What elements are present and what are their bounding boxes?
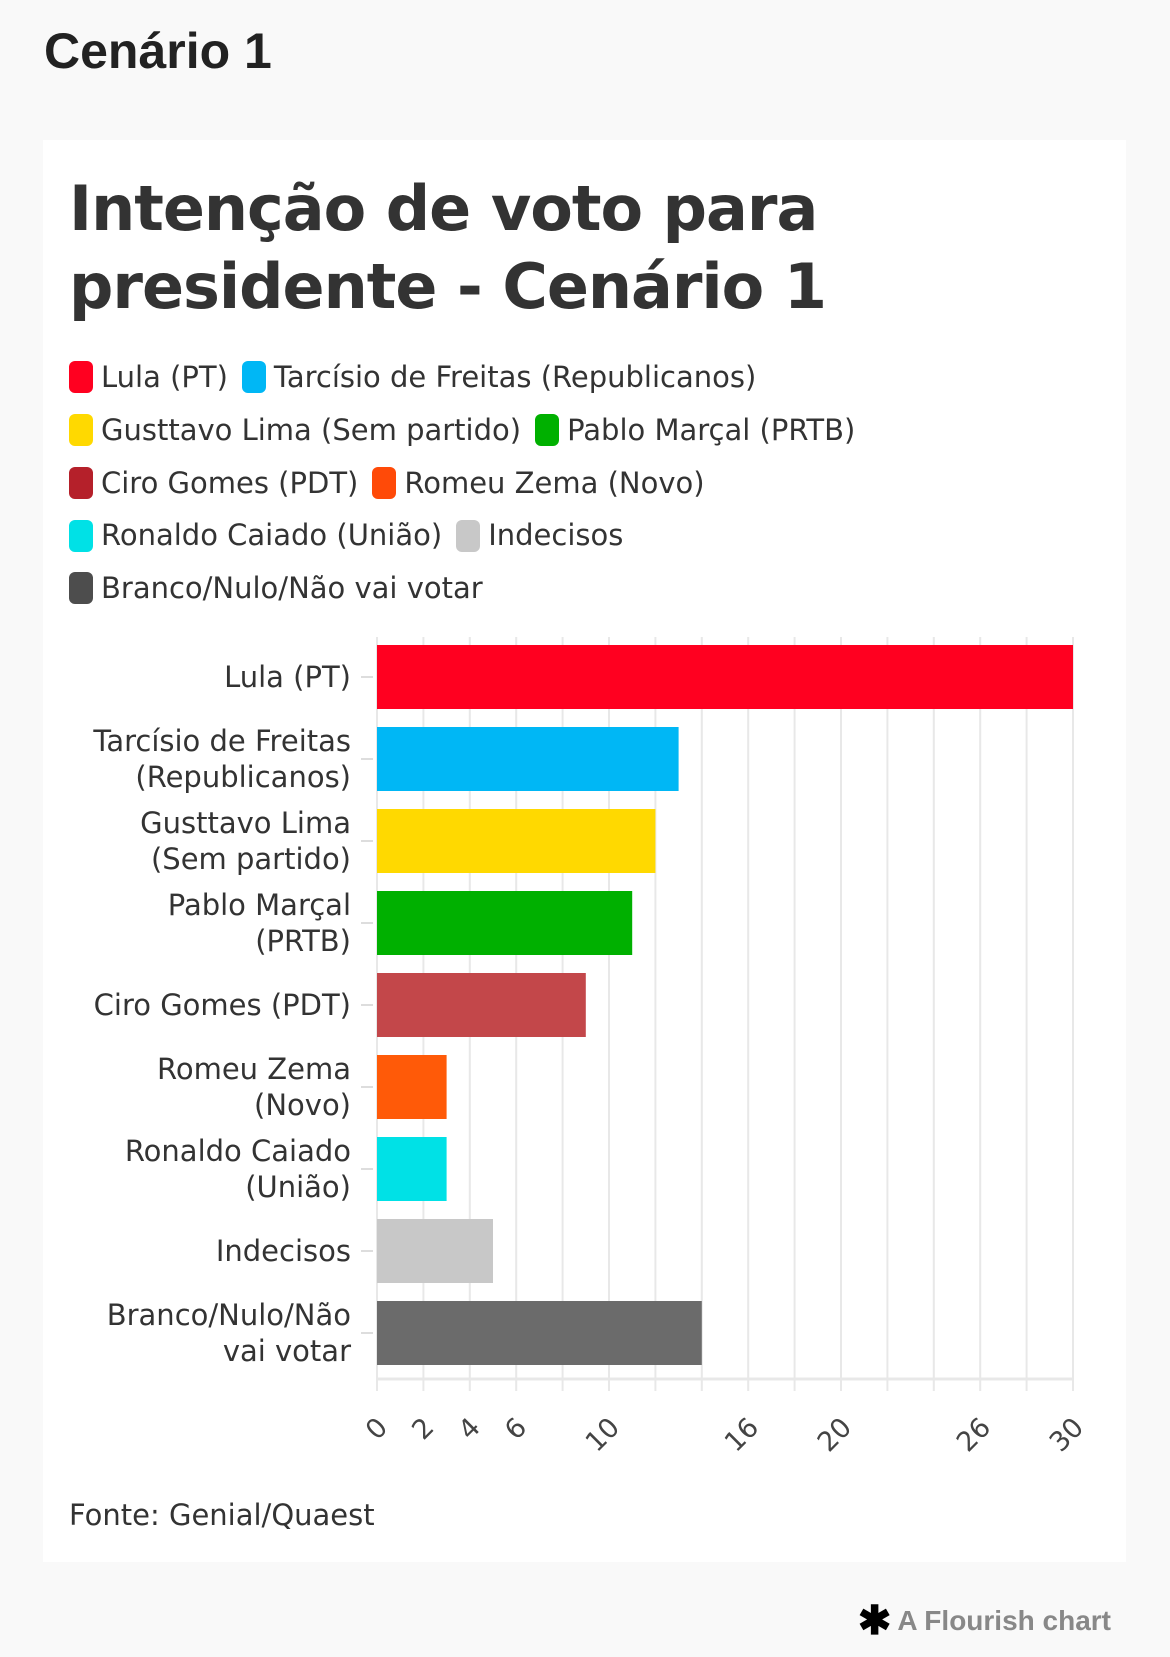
bar (377, 1137, 447, 1201)
flourish-credit[interactable]: ✱ A Flourish chart (858, 1598, 1111, 1644)
bar (377, 973, 586, 1037)
legend-label: Tarcísio de Freitas (Republicanos) (273, 360, 757, 394)
chart-title: Intenção de voto para presidente - Cenár… (69, 172, 827, 323)
legend-label: Indecisos (488, 518, 624, 553)
x-tick-label: 0 (360, 1412, 394, 1446)
x-tick-label: 30 (1044, 1412, 1090, 1458)
legend-item[interactable]: Indecisos (456, 512, 623, 559)
legend-swatch (535, 414, 560, 446)
category-label: (União) (245, 1170, 351, 1204)
legend-item[interactable]: Branco/Nulo/Não vai votar (69, 565, 483, 612)
legend-label: Branco/Nulo/Não vai votar (101, 571, 483, 605)
x-tick-label: 2 (406, 1412, 440, 1446)
x-tick-label: 16 (719, 1412, 765, 1458)
legend: Lula (PT) Tarcísio de Freitas (Republican… (69, 354, 1069, 618)
category-label: (Novo) (254, 1088, 351, 1122)
category-label: Lula (PT) (224, 660, 351, 694)
x-tick-label: 20 (812, 1412, 858, 1458)
category-label: vai votar (223, 1334, 351, 1368)
bar (377, 1055, 447, 1119)
x-tick-label: 4 (453, 1412, 487, 1446)
category-label: Branco/Nulo/Não (107, 1298, 351, 1332)
category-label: (PRTB) (255, 924, 351, 958)
legend-item[interactable]: Pablo Marçal (PRTB) (535, 407, 855, 454)
bar (377, 1219, 493, 1283)
category-label: Ronaldo Caiado (125, 1134, 351, 1168)
legend-label: Ciro Gomes (PDT) (101, 465, 359, 500)
legend-swatch (69, 361, 93, 394)
legend-label: Ronaldo Caiado (União) (101, 518, 443, 553)
bar (377, 645, 1073, 709)
flourish-credit-text: A Flourish chart (897, 1605, 1111, 1636)
legend-swatch (69, 414, 93, 446)
chart-card: Intenção de voto para presidente - Cenár… (43, 140, 1126, 1562)
category-label: Ciro Gomes (PDT) (94, 988, 351, 1022)
legend-item[interactable]: Ronaldo Caiado (União) (69, 512, 442, 559)
legend-label: Pablo Marçal (PRTB) (567, 412, 856, 447)
asterisk-icon: ✱ (857, 1599, 892, 1643)
legend-label: Romeu Zema (Novo) (404, 465, 705, 500)
legend-item[interactable]: Ciro Gomes (PDT) (69, 460, 358, 507)
category-label: Romeu Zema (157, 1052, 351, 1086)
category-label: Gusttavo Lima (140, 806, 351, 840)
legend-swatch (456, 519, 481, 552)
category-label: Tarcísio de Freitas (92, 724, 351, 758)
category-label: Indecisos (216, 1234, 351, 1268)
category-label: Pablo Marçal (168, 888, 351, 922)
legend-label: Lula (PT) (101, 360, 228, 394)
bar (377, 727, 679, 791)
legend-item[interactable]: Romeu Zema (Novo) (372, 460, 705, 507)
source-note: Fonte: Genial/Quaest (69, 1498, 375, 1532)
legend-item[interactable]: Gusttavo Lima (Sem partido) (69, 407, 521, 454)
legend-item[interactable]: Lula (PT) (69, 354, 228, 401)
bar (377, 809, 656, 873)
x-tick-label: 10 (580, 1412, 626, 1458)
category-label: (Sem partido) (151, 842, 351, 876)
bar (377, 891, 633, 955)
page-title: Cenário 1 (44, 23, 272, 79)
x-tick-label: 26 (951, 1412, 997, 1458)
legend-swatch (69, 519, 93, 552)
legend-swatch (372, 466, 397, 499)
bar-chart: Lula (PT) Tarcísio de Freitas(Republicano… (92, 637, 1090, 1458)
x-tick-label: 6 (499, 1412, 533, 1446)
legend-item[interactable]: Tarcísio de Freitas (Republicanos) (241, 354, 757, 401)
category-label: (Republicanos) (135, 760, 351, 794)
bar (377, 1301, 702, 1365)
legend-label: Gusttavo Lima (Sem partido) (101, 412, 522, 447)
legend-swatch (69, 572, 93, 605)
legend-swatch (69, 466, 93, 499)
legend-swatch (241, 361, 266, 394)
